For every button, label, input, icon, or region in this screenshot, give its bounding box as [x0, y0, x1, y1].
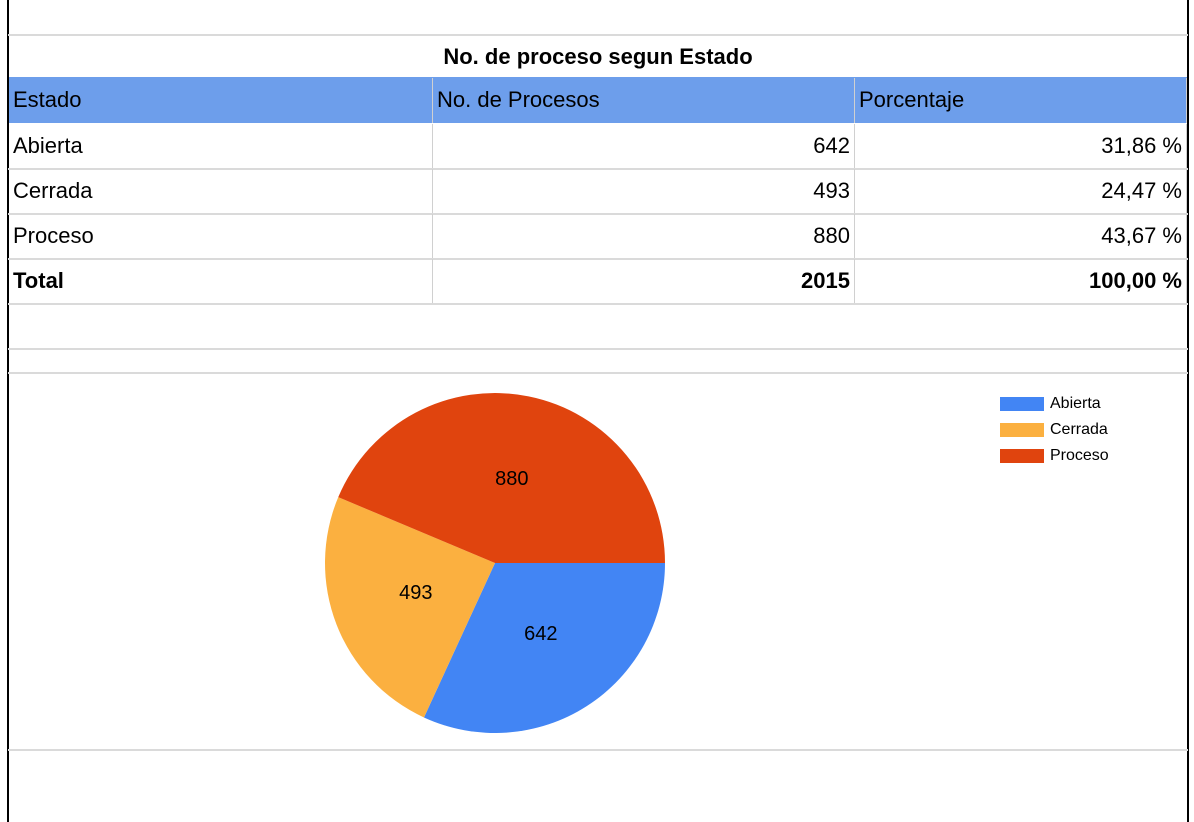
table-cell: Proceso [9, 214, 433, 259]
pie-slice [423, 563, 665, 734]
right-border [1187, 0, 1189, 822]
table-cell: 43,67 % [855, 214, 1187, 259]
data-label: 493 [399, 582, 432, 604]
table-cell: 2015 [433, 259, 855, 304]
legend-label: Cerrada [1050, 421, 1108, 438]
data-label: 642 [524, 623, 557, 645]
pie-slice [325, 497, 495, 718]
legend-swatch [1000, 423, 1044, 437]
row-line [8, 372, 1188, 374]
table-cell: Abierta [9, 124, 433, 169]
table-cell: No. de Procesos [433, 78, 855, 123]
table-cell: 880 [433, 214, 855, 259]
header-row [9, 77, 1187, 123]
pie-slice [338, 392, 665, 563]
left-border [7, 0, 9, 822]
table-cell: Cerrada [9, 169, 433, 214]
legend-swatch [1000, 449, 1044, 463]
legend-swatch [1000, 397, 1044, 411]
legend-label: Abierta [1050, 395, 1101, 412]
row-line [8, 303, 1188, 305]
table-cell: Porcentaje [855, 78, 1187, 123]
row-line [8, 258, 1188, 260]
table-cell: Total [9, 259, 433, 304]
table-cell: 31,86 % [855, 124, 1187, 169]
table-cell: 24,47 % [855, 169, 1187, 214]
row-line [8, 34, 1188, 36]
row-line [8, 348, 1188, 350]
table-title: No. de proceso segun Estado [443, 44, 753, 69]
table-cell: 642 [433, 124, 855, 169]
row-line [8, 213, 1188, 215]
row-line [8, 749, 1188, 751]
table-cell: 493 [433, 169, 855, 214]
data-label: 880 [495, 468, 528, 490]
table-cell: 100,00 % [855, 259, 1187, 304]
row-line [8, 168, 1188, 170]
legend-label: Proceso [1050, 447, 1109, 464]
table-cell: Estado [9, 78, 433, 123]
